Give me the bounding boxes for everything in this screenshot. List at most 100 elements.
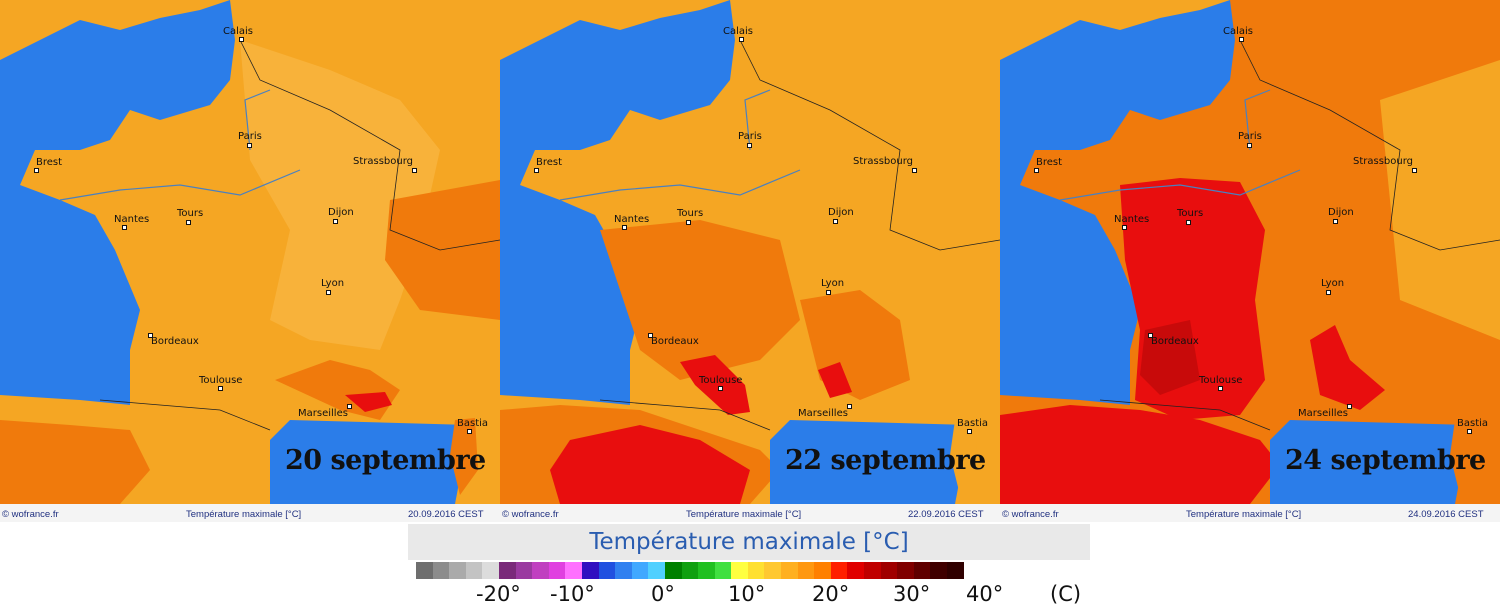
city-label-strassbourg: Strassbourg — [1353, 156, 1414, 167]
city-label-bordeaux: Bordeaux — [151, 336, 199, 347]
legend-swatch — [581, 562, 599, 579]
city-marker-paris — [247, 143, 252, 148]
city-marker-toulouse — [218, 386, 223, 391]
legend-swatch — [631, 562, 649, 579]
legend-tick-0: 0° — [651, 582, 675, 606]
city-label-brest: Brest — [536, 157, 563, 168]
city-label-brest: Brest — [36, 157, 63, 168]
city-marker-strassbourg — [412, 168, 417, 173]
city-label-lyon: Lyon — [1321, 278, 1345, 289]
city-label-toulouse: Toulouse — [699, 375, 743, 386]
city-label-lyon: Lyon — [821, 278, 845, 289]
city-marker-bordeaux — [648, 333, 653, 338]
legend-swatch — [830, 562, 848, 579]
city-marker-bastia — [1467, 429, 1472, 434]
city-label-paris: Paris — [238, 131, 262, 142]
city-marker-dijon — [1333, 219, 1338, 224]
city-marker-nantes — [1122, 225, 1127, 230]
map-panel-22-sept: Calais Paris Strassbourg Brest Nantes To… — [500, 0, 1000, 504]
legend-swatch — [747, 562, 765, 579]
city-marker-marseilles — [347, 404, 352, 409]
city-label-bastia: Bastia — [457, 418, 489, 429]
city-marker-bastia — [967, 429, 972, 434]
legend-swatch — [498, 562, 516, 579]
legend-swatch — [681, 562, 699, 579]
legend-swatch — [880, 562, 898, 579]
city-marker-calais — [739, 37, 744, 42]
city-label-nantes: Nantes — [1114, 214, 1150, 225]
city-label-marseilles: Marseilles — [1298, 408, 1348, 419]
city-marker-bastia — [467, 429, 472, 434]
legend-tick-20: 20° — [812, 582, 850, 606]
map-panel-24-sept: Calais Paris Strassbourg Brest Nantes To… — [1000, 0, 1500, 504]
footer-timestamp: 22.09.2016 CEST — [908, 509, 984, 520]
legend-swatch — [482, 562, 499, 579]
city-label-bordeaux: Bordeaux — [1151, 336, 1199, 347]
city-label-tours: Tours — [177, 208, 204, 219]
legend-tick-30: 30° — [893, 582, 931, 606]
city-label-strassbourg: Strassbourg — [853, 156, 914, 167]
city-label-tours: Tours — [1177, 208, 1204, 219]
legend-unit: (C) — [1050, 582, 1082, 606]
map-footer: © wofrance.fr Température maximale [°C] … — [1000, 504, 1500, 522]
city-label-dijon: Dijon — [828, 207, 854, 218]
city-marker-brest — [534, 168, 539, 173]
city-marker-dijon — [333, 219, 338, 224]
legend-swatch — [532, 562, 549, 579]
legend-swatch — [864, 562, 881, 579]
city-marker-bordeaux — [148, 333, 153, 338]
footer-credit: © wofrance.fr — [2, 509, 59, 520]
date-overlay: 22 septembre — [785, 445, 986, 476]
footer-timestamp: 24.09.2016 CEST — [1408, 509, 1484, 520]
legend-swatch — [416, 562, 433, 579]
temperature-map — [0, 0, 500, 504]
city-marker-lyon — [826, 290, 831, 295]
city-label-lyon: Lyon — [321, 278, 345, 289]
map-footer: © wofrance.fr Température maximale [°C] … — [500, 504, 1000, 522]
legend-swatch — [615, 562, 632, 579]
city-label-dijon: Dijon — [328, 207, 354, 218]
legend-swatch — [465, 562, 483, 579]
map-panel-20-sept: Calais Paris Strassbourg Brest Nantes To… — [0, 0, 500, 504]
legend-swatch — [432, 562, 450, 579]
legend-swatch — [814, 562, 831, 579]
city-label-calais: Calais — [223, 26, 254, 37]
legend-swatch — [515, 562, 533, 579]
city-marker-marseilles — [847, 404, 852, 409]
city-marker-paris — [1247, 143, 1252, 148]
footer-credit: © wofrance.fr — [1002, 509, 1059, 520]
map-footer: © wofrance.fr Température maximale [°C] … — [0, 504, 500, 522]
city-label-tours: Tours — [677, 208, 704, 219]
city-marker-marseilles — [1347, 404, 1352, 409]
city-label-nantes: Nantes — [614, 214, 650, 225]
city-marker-brest — [1034, 168, 1039, 173]
date-overlay: 24 septembre — [1285, 445, 1486, 476]
legend-tick-10: 10° — [728, 582, 766, 606]
city-marker-paris — [747, 143, 752, 148]
footer-timestamp: 20.09.2016 CEST — [408, 509, 484, 520]
legend-swatch — [913, 562, 931, 579]
city-marker-dijon — [833, 219, 838, 224]
city-marker-tours — [1186, 220, 1191, 225]
legend-tick-minus-10: -10° — [550, 582, 595, 606]
city-marker-nantes — [622, 225, 627, 230]
city-marker-toulouse — [1218, 386, 1223, 391]
city-marker-toulouse — [718, 386, 723, 391]
legend-swatch — [598, 562, 616, 579]
city-marker-lyon — [1326, 290, 1331, 295]
legend-tick-40: 40° — [966, 582, 1004, 606]
temperature-map — [500, 0, 1000, 504]
footer-title: Température maximale [°C] — [686, 509, 802, 520]
city-marker-nantes — [122, 225, 127, 230]
legend-swatch — [664, 562, 682, 579]
city-marker-lyon — [326, 290, 331, 295]
legend-title: Température maximale [°C] — [408, 524, 1090, 560]
footer-credit: © wofrance.fr — [502, 509, 559, 520]
city-marker-strassbourg — [1412, 168, 1417, 173]
legend-swatch — [847, 562, 865, 579]
city-marker-strassbourg — [912, 168, 917, 173]
legend-tick-minus-20: -20° — [476, 582, 521, 606]
city-label-nantes: Nantes — [114, 214, 150, 225]
legend-swatch — [947, 562, 964, 579]
legend-swatch — [731, 562, 748, 579]
